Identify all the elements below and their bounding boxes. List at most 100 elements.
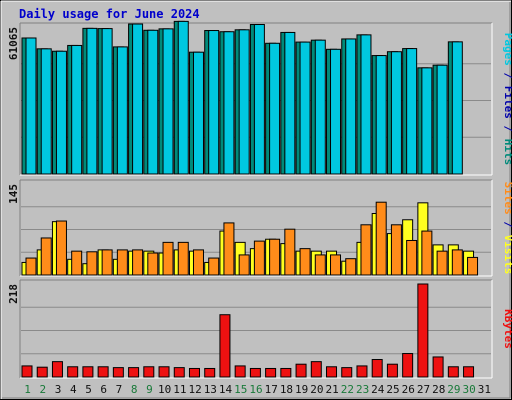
bar-files-day-7 xyxy=(116,46,128,175)
bar-files-day-8 xyxy=(132,23,144,175)
legend-visits: Sites / Visits xyxy=(502,182,512,275)
bar-files-day-28 xyxy=(436,64,448,175)
bar-files-day-11 xyxy=(177,20,189,175)
legend-part-visits-0: Sites xyxy=(502,182,512,215)
x-tick-label-day-22: 22 xyxy=(341,383,354,396)
bar-sites-day-20 xyxy=(314,254,326,276)
x-tick-label-day-24: 24 xyxy=(371,383,385,396)
x-tick-label-day-18: 18 xyxy=(280,383,293,396)
bar-files-day-22 xyxy=(345,38,357,175)
bar-kbytes-day-2 xyxy=(36,366,48,378)
x-tick-label-day-4: 4 xyxy=(70,383,77,396)
bar-sites-day-29 xyxy=(451,249,463,276)
panel-hits: 61065 Pages / Files / Hits xyxy=(7,20,512,176)
x-tick-label-day-10: 10 xyxy=(158,383,171,396)
bar-kbytes-day-14 xyxy=(219,314,231,378)
bar-files-day-4 xyxy=(71,44,83,175)
x-tick-label-day-17: 17 xyxy=(265,383,278,396)
bar-files-day-15 xyxy=(238,29,250,175)
x-tick-label-day-20: 20 xyxy=(310,383,323,396)
bar-kbytes-day-8 xyxy=(128,367,140,378)
x-tick-label-day-29: 29 xyxy=(447,383,460,396)
bar-files-day-26 xyxy=(406,48,418,175)
bar-sites-day-24 xyxy=(375,201,387,276)
bar-kbytes-day-4 xyxy=(67,366,79,378)
bar-kbytes-day-5 xyxy=(82,366,94,378)
x-tick-label-day-13: 13 xyxy=(204,383,217,396)
bar-kbytes-day-16 xyxy=(249,367,261,378)
legend-part-hits-4: Hits xyxy=(502,139,512,166)
bar-sites-day-2 xyxy=(40,237,52,276)
bar-files-day-9 xyxy=(147,29,159,175)
legend-part-visits-1: / xyxy=(502,215,512,235)
x-tick-label-day-6: 6 xyxy=(100,383,107,396)
bar-files-day-24 xyxy=(375,55,387,175)
bar-kbytes-day-25 xyxy=(386,363,398,378)
bar-kbytes-day-6 xyxy=(97,366,109,378)
bar-kbytes-day-27 xyxy=(417,283,429,378)
bar-files-day-29 xyxy=(451,41,463,175)
bar-kbytes-day-20 xyxy=(310,361,322,378)
bar-files-day-14 xyxy=(223,31,235,175)
x-tick-label-day-12: 12 xyxy=(188,383,201,396)
bar-sites-day-23 xyxy=(360,224,372,276)
bar-kbytes-day-22 xyxy=(341,367,353,378)
bar-files-day-13 xyxy=(208,30,220,175)
bar-files-day-12 xyxy=(192,51,204,175)
legend-part-kbytes-0: KBytes xyxy=(502,309,512,349)
bar-files-day-20 xyxy=(314,39,326,175)
bar-sites-day-9 xyxy=(147,252,159,276)
bar-kbytes-day-17 xyxy=(265,367,277,378)
bar-sites-day-12 xyxy=(192,249,204,276)
bar-files-day-18 xyxy=(284,31,296,175)
bar-kbytes-day-30 xyxy=(463,366,475,378)
bar-sites-day-5 xyxy=(86,251,98,276)
x-tick-label-day-5: 5 xyxy=(85,383,92,396)
bar-files-day-21 xyxy=(330,48,342,175)
x-tick-label-day-2: 2 xyxy=(40,383,47,396)
x-tick-label-day-8: 8 xyxy=(131,383,138,396)
x-tick-label-day-30: 30 xyxy=(463,383,476,396)
plot-area-kbytes xyxy=(20,280,492,378)
bar-files-day-6 xyxy=(101,28,113,175)
bar-kbytes-day-19 xyxy=(295,363,307,378)
bar-sites-day-30 xyxy=(467,256,479,276)
bar-kbytes-day-21 xyxy=(326,366,338,378)
x-tick-label-day-9: 9 xyxy=(146,383,153,396)
bar-kbytes-day-18 xyxy=(280,367,292,378)
bar-kbytes-day-12 xyxy=(188,367,200,378)
bar-sites-day-19 xyxy=(299,248,311,276)
bar-kbytes-day-26 xyxy=(402,353,414,378)
panel-kbytes: 218 KBytes xyxy=(7,279,512,379)
legend-part-hits-3: / xyxy=(502,119,512,139)
y-max-label-visits: 145 xyxy=(7,184,20,204)
bar-kbytes-day-13 xyxy=(204,367,216,378)
x-tick-label-day-28: 28 xyxy=(432,383,445,396)
bar-sites-day-6 xyxy=(101,249,113,276)
x-tick-label-day-27: 27 xyxy=(417,383,430,396)
legend-kbytes: KBytes xyxy=(502,309,512,349)
x-tick-label-day-11: 11 xyxy=(173,383,186,396)
x-tick-label-day-21: 21 xyxy=(326,383,339,396)
bar-sites-day-7 xyxy=(116,249,128,276)
bar-kbytes-day-15 xyxy=(234,365,246,378)
x-tick-label-day-31: 31 xyxy=(478,383,491,396)
panel-visits: 145 Sites / Visits xyxy=(7,179,512,277)
y-max-label-hits: 61065 xyxy=(7,27,20,60)
bar-files-day-27 xyxy=(421,67,433,175)
bar-sites-day-14 xyxy=(223,222,235,276)
legend-part-hits-2: Files xyxy=(502,86,512,119)
bar-kbytes-day-9 xyxy=(143,366,155,378)
bar-kbytes-day-28 xyxy=(432,356,444,378)
x-tick-label-day-25: 25 xyxy=(386,383,399,396)
bar-sites-day-26 xyxy=(406,239,418,276)
bar-sites-day-25 xyxy=(390,224,402,276)
x-tick-label-day-23: 23 xyxy=(356,383,369,396)
legend-part-hits-0: Pages xyxy=(502,33,512,66)
bar-sites-day-28 xyxy=(436,250,448,276)
x-tick-label-day-19: 19 xyxy=(295,383,308,396)
bar-sites-day-18 xyxy=(284,228,296,276)
bar-files-day-1 xyxy=(25,37,37,175)
bar-files-day-16 xyxy=(253,24,265,175)
